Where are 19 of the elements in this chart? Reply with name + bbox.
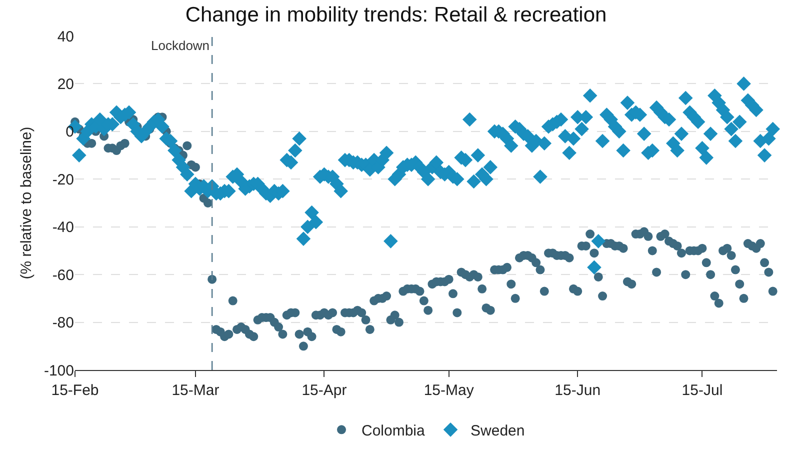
- y-tick-label: 40: [57, 28, 74, 46]
- y-tick-label: -80: [52, 314, 74, 332]
- y-tick-label: 0: [66, 124, 74, 141]
- x-tick-label: 15-Feb: [51, 382, 99, 399]
- y-axis-title: (% relative to baseline): [18, 126, 36, 280]
- chart-title: Change in mobility trends: Retail & recreation: [185, 4, 607, 27]
- x-tick-label: 15-Jun: [554, 382, 601, 399]
- x-tick-label: 15-Jul: [682, 382, 723, 399]
- x-tick-label: 15-Apr: [302, 382, 347, 399]
- x-tick-label: 15-May: [424, 382, 474, 399]
- y-tick-label: 20: [57, 76, 74, 93]
- ref-line-label: Lockdown: [151, 38, 210, 53]
- legend-label: Colombia: [362, 422, 426, 440]
- x-tick-label: 15-Mar: [172, 382, 220, 399]
- y-tick-label: -100: [44, 362, 74, 380]
- y-tick-label: -60: [52, 266, 74, 284]
- y-tick-label: -40: [52, 219, 74, 236]
- y-tick-label: -20: [52, 171, 74, 188]
- legend-label: Sweden: [470, 422, 525, 440]
